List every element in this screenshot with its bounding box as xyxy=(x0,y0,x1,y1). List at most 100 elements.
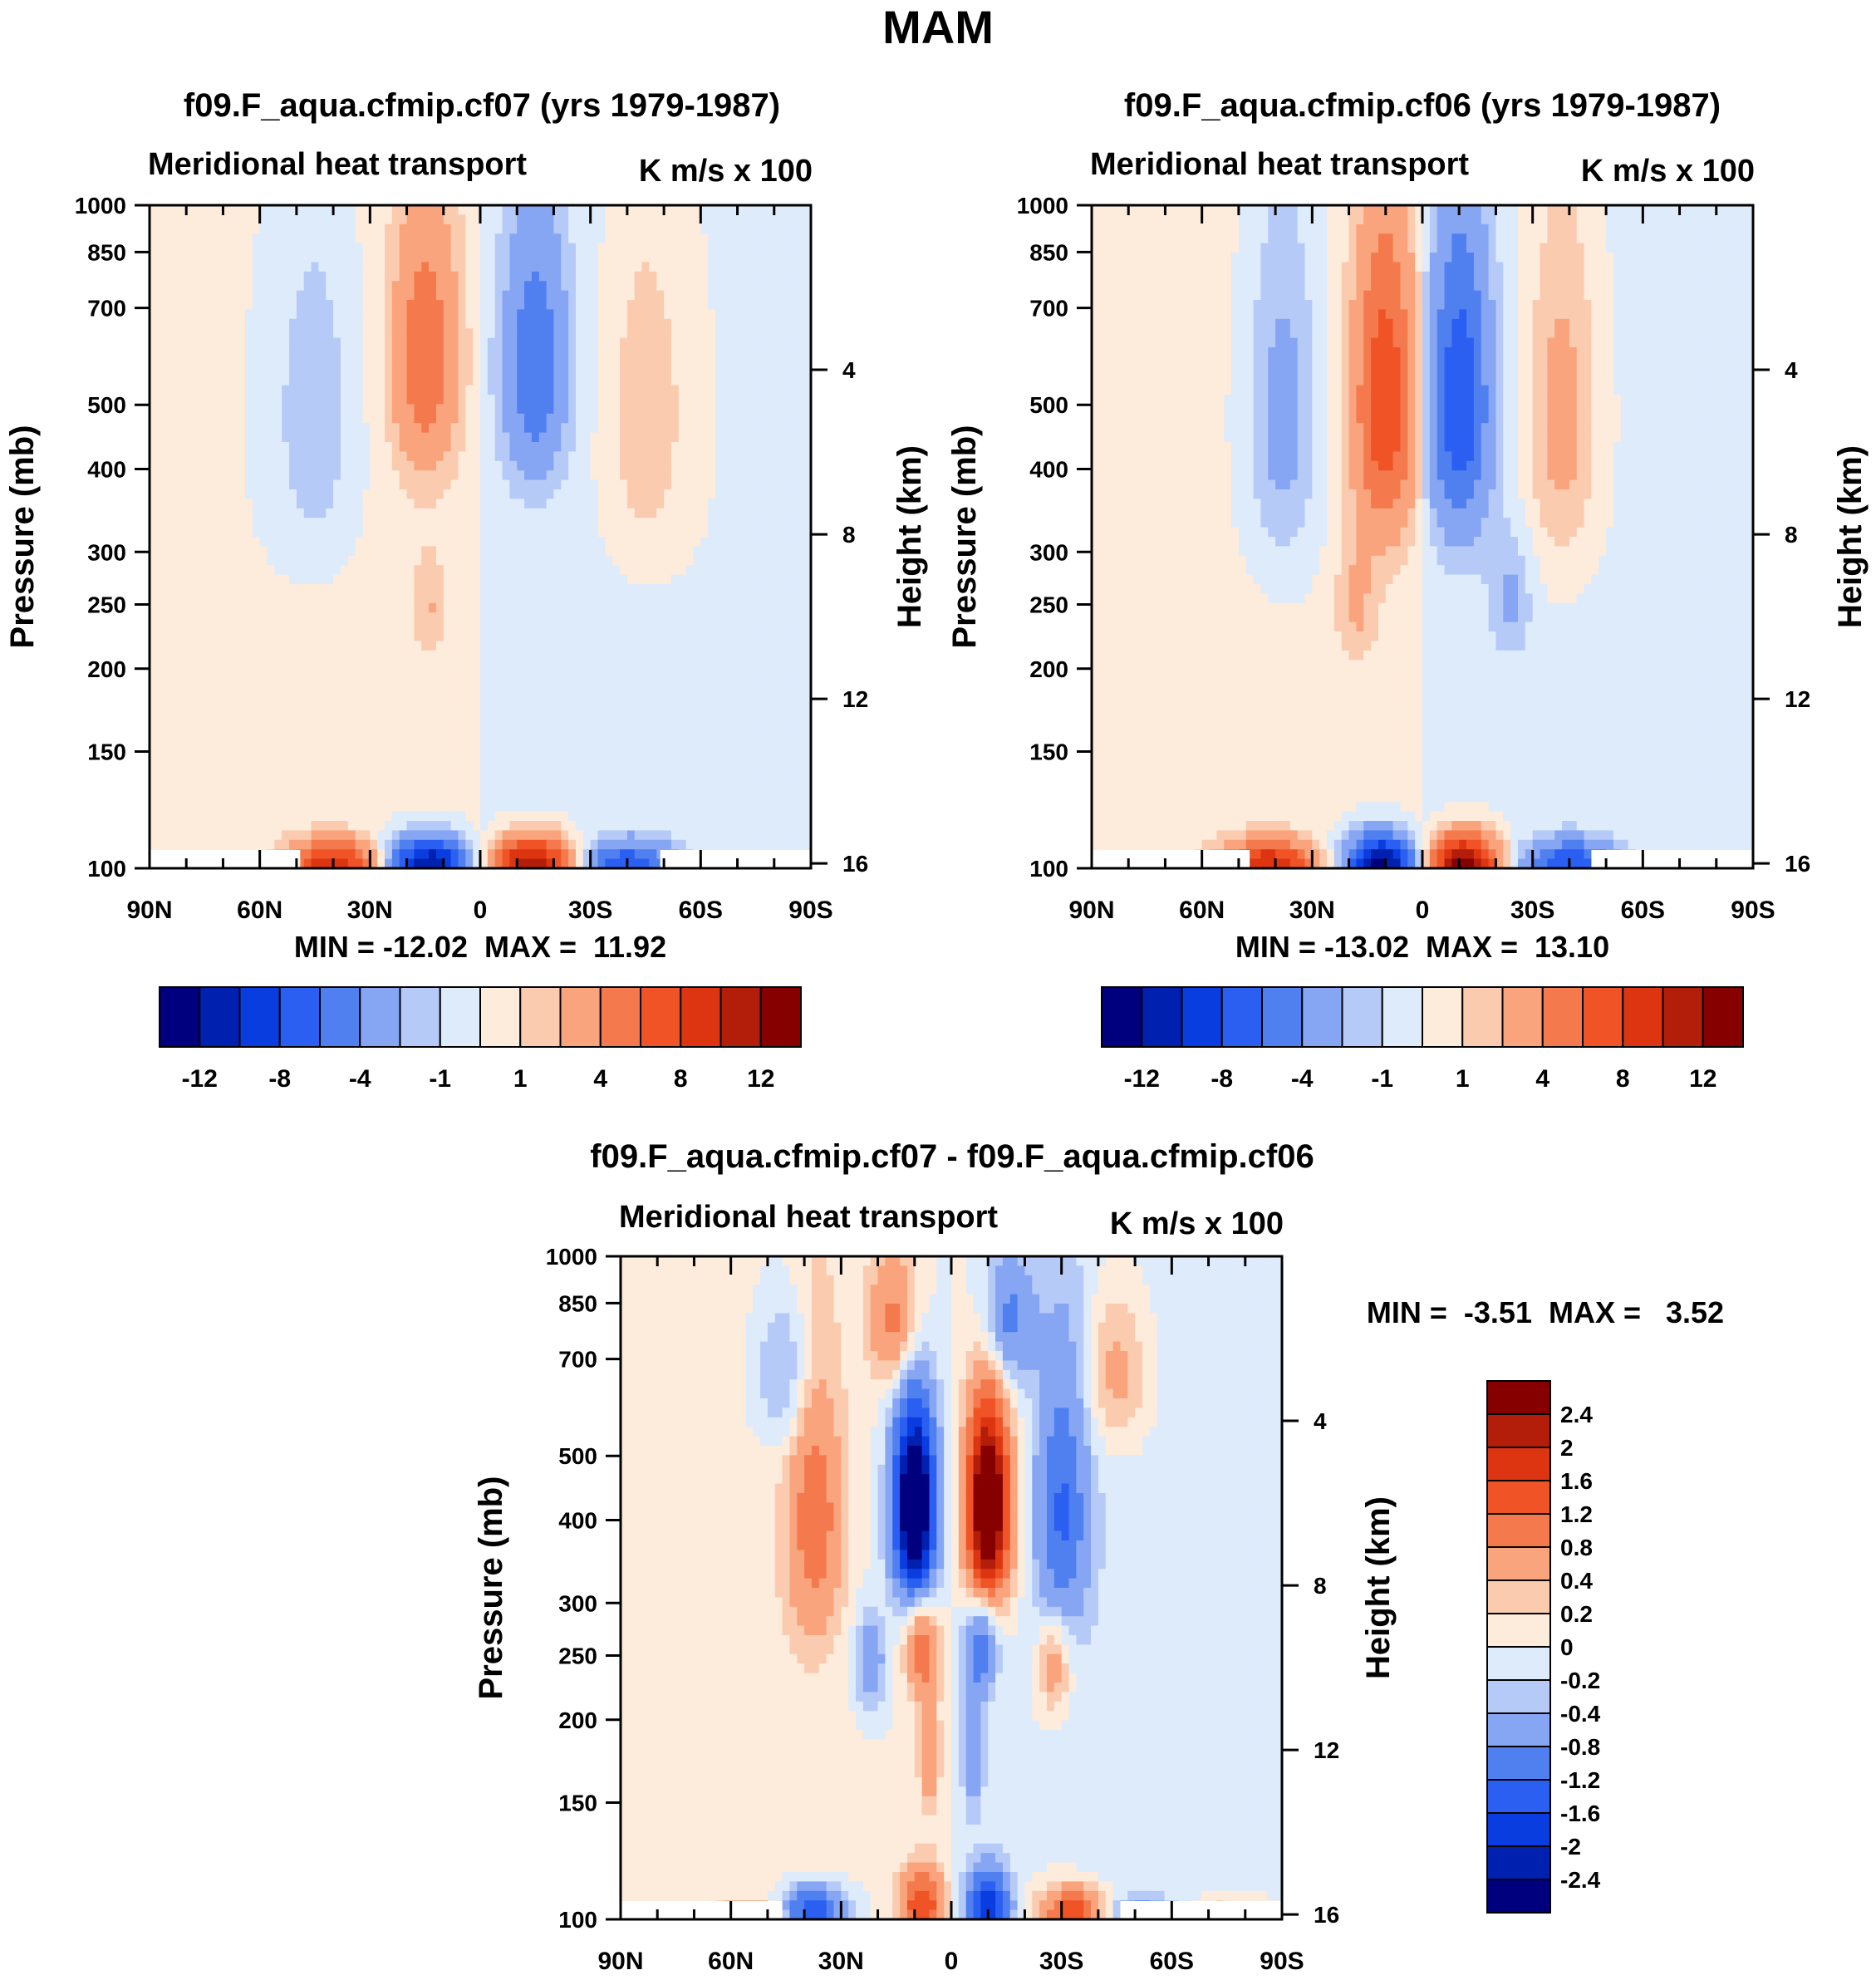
field-cell xyxy=(414,290,422,301)
field-cell xyxy=(494,612,503,623)
field-cell xyxy=(252,271,261,282)
field-cell xyxy=(773,413,783,424)
field-cell xyxy=(634,432,643,443)
field-cell xyxy=(267,508,275,518)
field-cell xyxy=(693,328,701,339)
field-cell xyxy=(303,602,312,613)
field-cell xyxy=(289,726,297,736)
field-cell xyxy=(465,290,474,301)
field-cell xyxy=(708,631,716,641)
field-cell xyxy=(693,376,701,386)
field-cell xyxy=(781,395,790,405)
field-cell xyxy=(752,442,760,452)
field-cell xyxy=(685,489,695,499)
field-cell xyxy=(244,499,253,509)
field-cell xyxy=(282,650,290,661)
field-cell xyxy=(773,432,783,443)
field-cell xyxy=(340,602,349,613)
field-cell xyxy=(406,546,415,557)
field-cell xyxy=(171,546,179,557)
field-cell xyxy=(788,290,797,301)
field-cell xyxy=(326,385,334,396)
field-cell xyxy=(289,546,297,557)
field-cell xyxy=(326,413,334,424)
field-cell xyxy=(406,707,415,718)
field-cell xyxy=(597,328,606,339)
field-cell xyxy=(656,423,665,434)
field-cell xyxy=(494,479,503,490)
field-cell xyxy=(296,518,305,528)
field-cell xyxy=(200,309,209,320)
field-cell xyxy=(656,555,665,566)
field-cell xyxy=(150,499,158,509)
field-cell xyxy=(150,584,158,594)
field-cell xyxy=(729,318,739,329)
field-cell xyxy=(399,366,408,376)
field-cell xyxy=(722,451,731,462)
field-cell xyxy=(326,489,334,499)
field-cell xyxy=(678,309,687,320)
field-cell xyxy=(156,460,165,471)
field-cell xyxy=(259,716,268,727)
field-cell xyxy=(722,404,731,415)
field-cell xyxy=(208,253,217,263)
field-cell xyxy=(215,442,224,452)
field-cell xyxy=(399,508,408,518)
field-cell xyxy=(458,479,466,490)
field-cell xyxy=(773,233,783,244)
field-cell xyxy=(223,385,231,396)
field-cell xyxy=(494,451,503,462)
field-cell xyxy=(626,527,636,538)
field-cell xyxy=(274,660,282,671)
field-cell xyxy=(318,716,327,727)
field-cell xyxy=(524,518,533,528)
field-cell xyxy=(722,546,731,557)
field-cell xyxy=(722,602,731,613)
field-cell xyxy=(377,707,386,718)
field-cell xyxy=(473,602,481,613)
field-cell xyxy=(480,602,489,613)
field-cell xyxy=(230,697,238,708)
field-cell xyxy=(744,432,753,443)
field-cell xyxy=(171,432,179,443)
field-cell xyxy=(443,404,452,415)
field-cell xyxy=(340,660,349,671)
panel-cf07: f09.F_aqua.cfmip.cf07 (yrs 1979-1987) Me… xyxy=(4,87,928,1093)
field-cell xyxy=(656,537,665,547)
field-cell xyxy=(685,262,695,273)
field-cell xyxy=(502,593,510,604)
field-cell xyxy=(670,366,680,376)
field-cell xyxy=(620,214,628,225)
field-cell xyxy=(546,631,555,641)
field-cell xyxy=(553,432,562,443)
field-cell xyxy=(597,347,606,357)
field-cell xyxy=(517,366,525,376)
field-cell xyxy=(259,233,268,244)
field-cell xyxy=(414,697,422,708)
field-cell xyxy=(252,565,261,576)
field-cell xyxy=(450,679,459,689)
field-cell xyxy=(326,660,334,671)
field-cell xyxy=(429,214,437,225)
field-cell xyxy=(773,518,783,528)
field-cell xyxy=(641,508,651,518)
field-cell xyxy=(605,499,613,509)
field-cell xyxy=(296,631,305,641)
field-cell xyxy=(347,470,356,481)
field-cell xyxy=(340,565,349,576)
field-cell xyxy=(194,413,202,424)
field-cell xyxy=(311,707,320,718)
field-cell xyxy=(729,679,739,689)
field-cell xyxy=(326,565,334,576)
field-cell xyxy=(156,489,165,499)
field-cell xyxy=(421,546,430,557)
field-cell xyxy=(773,214,783,225)
field-cell xyxy=(414,205,422,215)
field-cell xyxy=(678,347,687,357)
field-cell xyxy=(649,622,657,632)
field-cell xyxy=(509,631,518,641)
field-cell xyxy=(759,271,768,282)
field-cell xyxy=(333,395,341,405)
field-cell xyxy=(230,347,238,357)
field-cell xyxy=(252,697,261,708)
